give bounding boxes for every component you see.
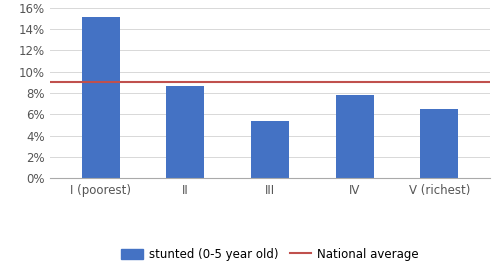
Bar xyxy=(251,121,289,178)
Bar xyxy=(166,86,204,178)
Legend: stunted (0-5 year old), National average: stunted (0-5 year old), National average xyxy=(122,248,418,261)
Bar xyxy=(82,18,120,178)
Bar xyxy=(336,95,374,178)
Bar xyxy=(420,109,459,178)
